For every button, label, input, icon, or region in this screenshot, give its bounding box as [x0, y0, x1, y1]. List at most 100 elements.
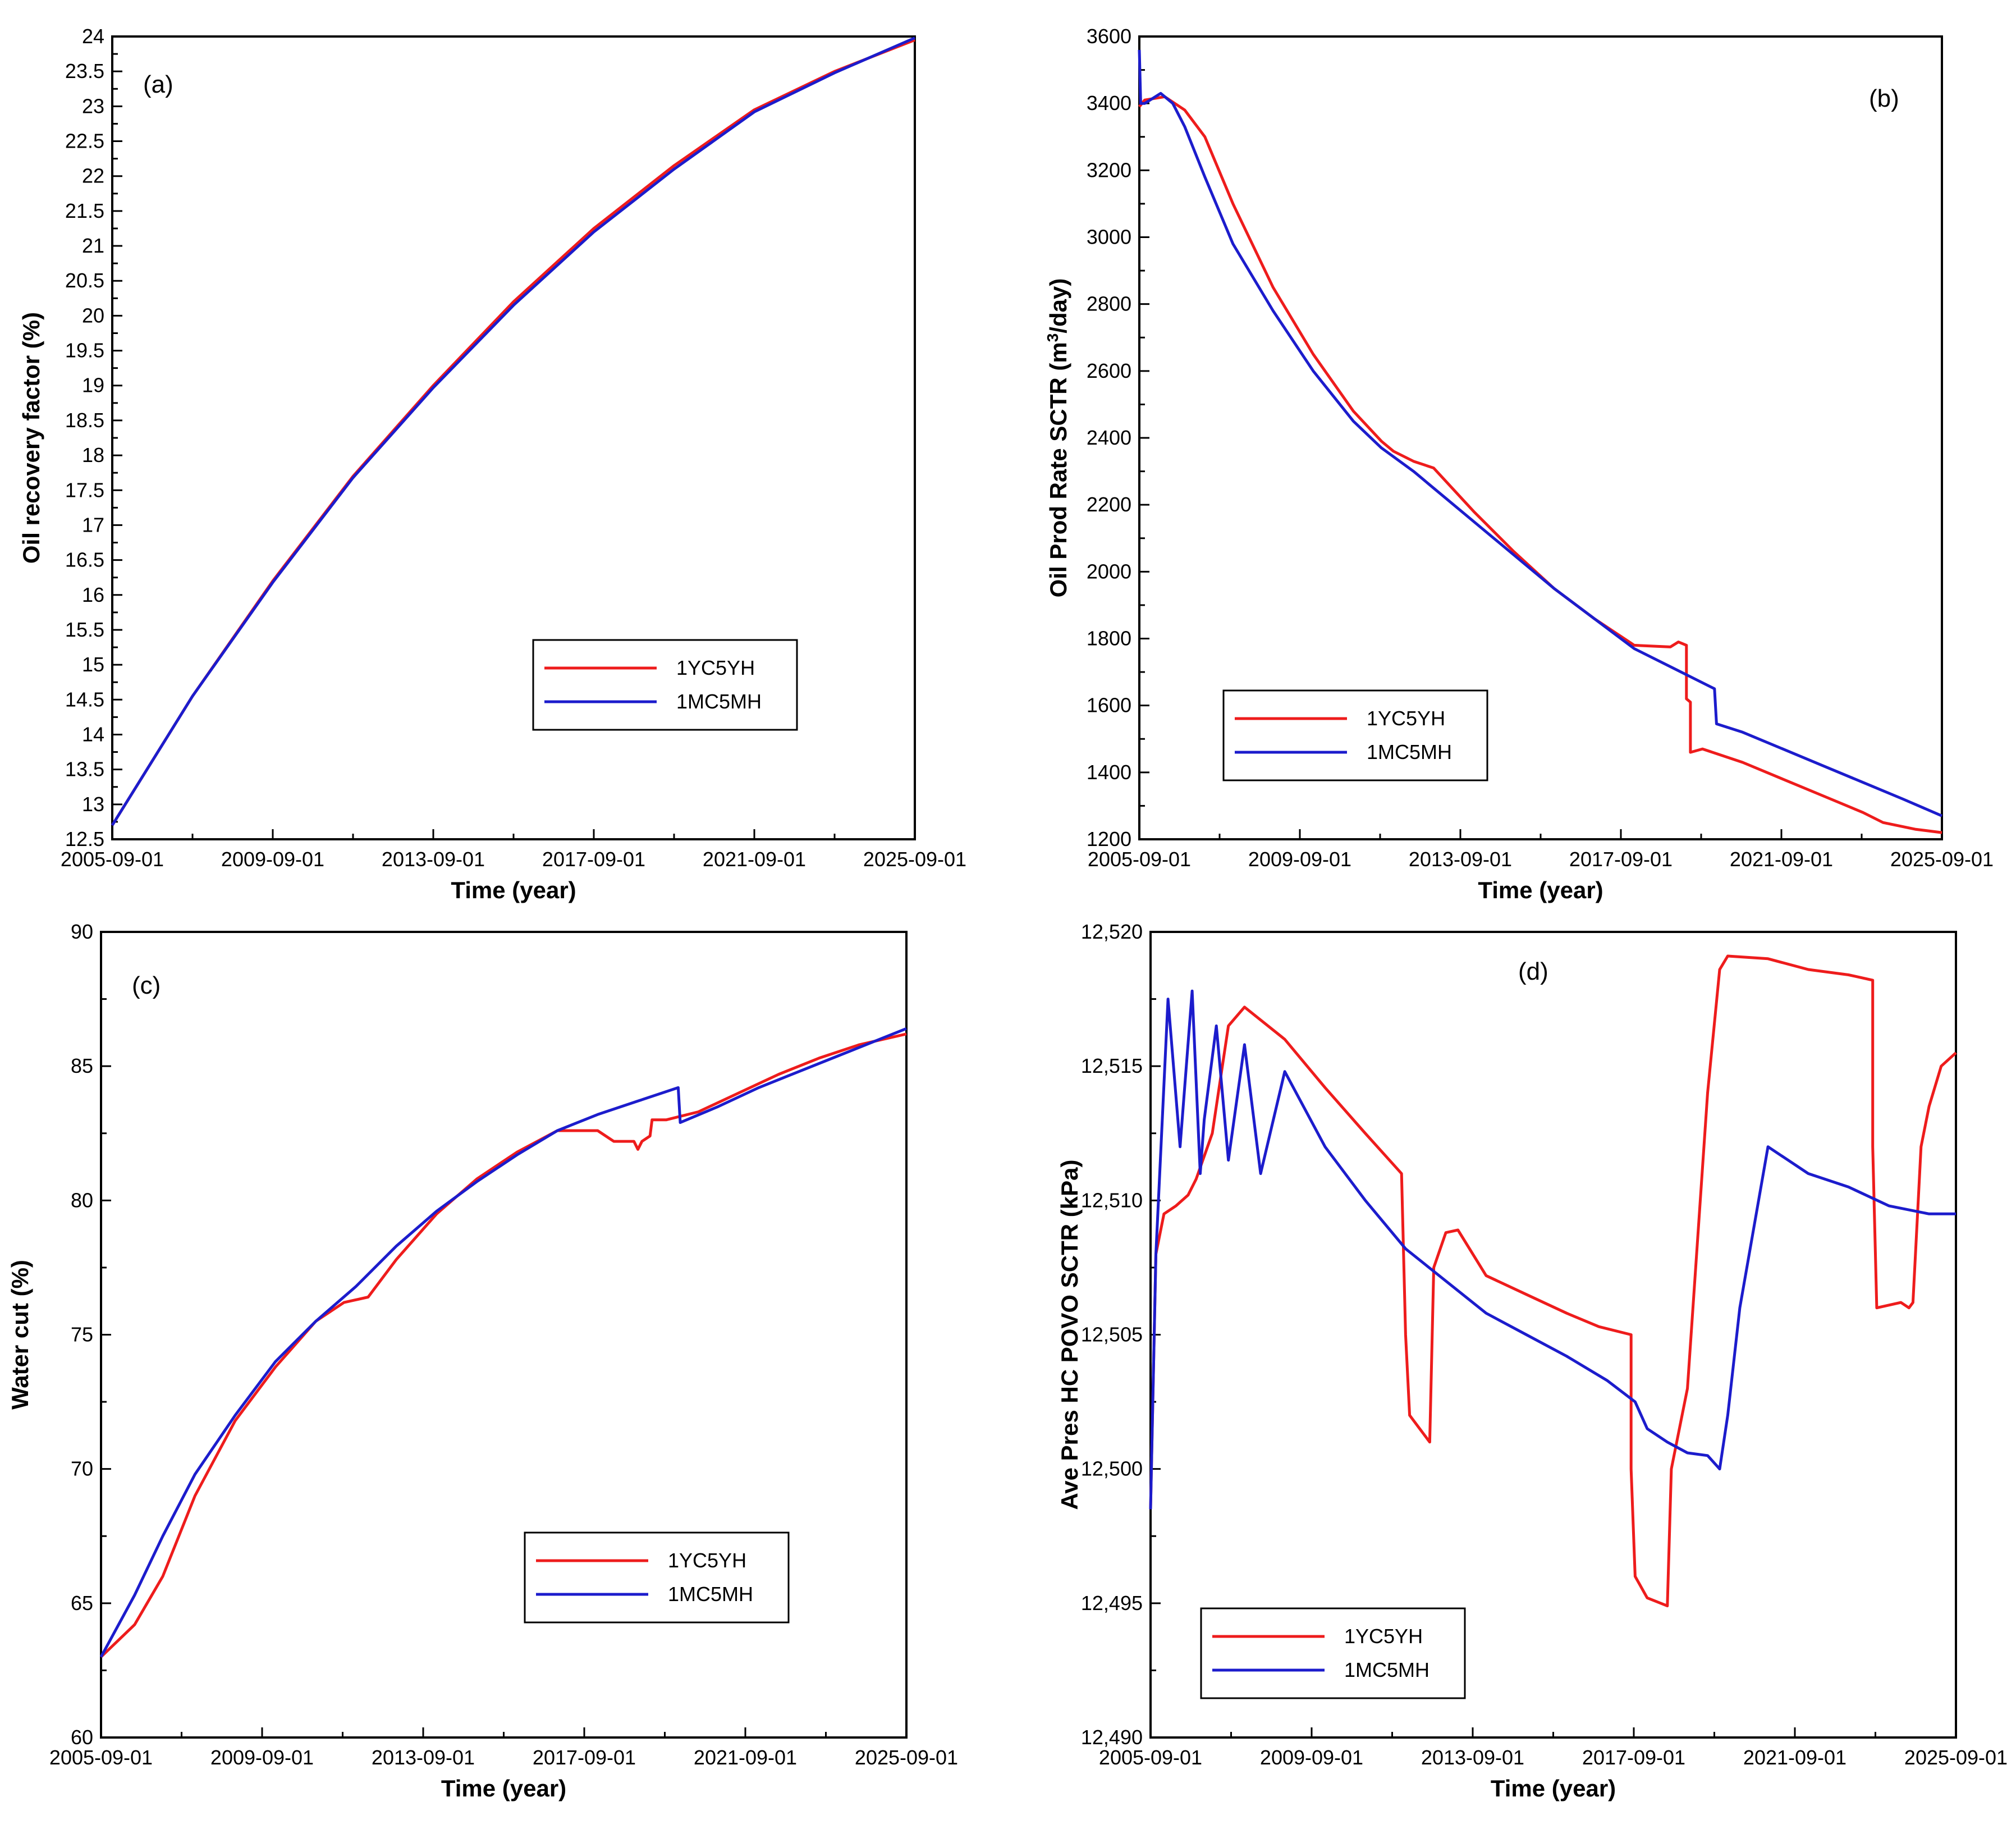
x-tick-label: 2017-09-01	[542, 848, 645, 871]
y-tick-label: 23.5	[65, 60, 104, 83]
y-tick-label: 17.5	[65, 478, 104, 501]
y-tick-label: 24	[82, 25, 104, 48]
y-axis-title: Ave Pres HC POVO SCTR (kPa)	[1056, 1160, 1083, 1510]
legend-box	[1200, 1607, 1466, 1699]
x-tick-label: 2005-09-01	[61, 848, 164, 871]
y-axis-title: Oil recovery factor (%)	[18, 312, 44, 564]
y-tick-label: 22.5	[65, 130, 104, 153]
y-tick-label: 21	[82, 234, 104, 257]
y-tick-label: 12.5	[65, 827, 104, 851]
y-tick-label: 12,490	[1081, 1726, 1143, 1749]
x-tick-label: 2021-09-01	[1743, 1746, 1847, 1769]
legend-label: 1MC5MH	[1344, 1658, 1429, 1681]
y-tick-label: 1600	[1087, 694, 1131, 717]
y-tick-label: 21.5	[65, 199, 104, 222]
y-tick-label: 15	[82, 653, 104, 676]
y-tick-label: 60	[71, 1726, 93, 1749]
y-tick-label: 1400	[1087, 761, 1131, 784]
y-tick-label: 16.5	[65, 548, 104, 571]
y-tick-label: 23	[82, 94, 104, 117]
y-tick-label: 14	[82, 723, 104, 746]
x-tick-label: 2017-09-01	[533, 1746, 636, 1769]
x-tick-label: 2009-09-01	[1260, 1746, 1363, 1769]
y-tick-label: 2600	[1087, 359, 1131, 382]
legend-box	[1222, 689, 1488, 781]
y-tick-label: 18.5	[65, 409, 104, 432]
legend-box	[524, 1531, 790, 1624]
y-tick-label: 20.5	[65, 269, 104, 292]
y-axis-title: Water cut (%)	[7, 1260, 33, 1410]
chart-panel-3: 60 65 70 75 80 85 90 2005-09-01 2009-09-01 2013-0…	[7, 920, 958, 1801]
y-tick-label: 3600	[1087, 25, 1131, 48]
x-tick-label: 2025-09-01	[1904, 1746, 2008, 1769]
y-tick-label: 12,505	[1081, 1323, 1143, 1346]
legend-box	[532, 639, 798, 731]
y-tick-label: 3400	[1087, 92, 1131, 115]
x-tick-label: 2009-09-01	[1248, 848, 1351, 871]
y-tick-label: 80	[71, 1188, 93, 1211]
y-tick-label: 3200	[1087, 158, 1131, 181]
y-tick-label: 75	[71, 1323, 93, 1346]
y-tick-label: 15.5	[65, 618, 104, 641]
y-tick-label: 2000	[1087, 560, 1131, 583]
legend-label: 1YC5YH	[1344, 1625, 1423, 1648]
y-tick-label: 2400	[1087, 426, 1131, 449]
x-tick-label: 2021-09-01	[694, 1746, 797, 1769]
y-tick-label: 12,510	[1081, 1188, 1143, 1211]
x-tick-label: 2013-09-01	[1409, 848, 1512, 871]
y-tick-label: 13	[82, 793, 104, 816]
x-tick-label: 2009-09-01	[210, 1746, 314, 1769]
y-tick-label: 19	[82, 374, 104, 397]
chart-panel-2: 1200 1400 1600 1800 2000 2200 2400 2600 2800 3000…	[1044, 25, 1994, 903]
x-tick-label: 2025-09-01	[855, 1746, 958, 1769]
x-tick-label: 2021-09-01	[1730, 848, 1833, 871]
series-line-1mc5mh	[99, 1027, 907, 1658]
panel-label: (c)	[132, 972, 161, 999]
y-tick-label: 16	[82, 583, 104, 606]
legend-label: 1MC5MH	[1367, 740, 1452, 763]
y-tick-label: 17	[82, 513, 104, 536]
y-tick-label: 19.5	[65, 339, 104, 362]
y-tick-label: 70	[71, 1457, 93, 1480]
panel-label: (a)	[143, 71, 173, 98]
x-tick-label: 2013-09-01	[382, 848, 485, 871]
x-axis-title: Time (year)	[1491, 1775, 1616, 1801]
y-tick-label: 13.5	[65, 758, 104, 781]
panel-label: (b)	[1869, 85, 1899, 112]
y-tick-label: 2800	[1087, 292, 1131, 315]
legend-label: 1YC5YH	[676, 656, 755, 679]
y-tick-label: 14.5	[65, 688, 104, 711]
x-tick-label: 2005-09-01	[1088, 848, 1191, 871]
series-line-1yc5yh	[1149, 954, 1957, 1608]
y-tick-label: 85	[71, 1054, 93, 1077]
x-tick-label: 2005-09-01	[49, 1746, 153, 1769]
y-tick-label: 90	[71, 920, 93, 943]
y-tick-label: 22	[82, 164, 104, 188]
x-tick-label: 2013-09-01	[1421, 1746, 1524, 1769]
y-tick-label: 12,500	[1081, 1457, 1143, 1480]
x-tick-label: 2017-09-01	[1569, 848, 1673, 871]
panel-label: (d)	[1518, 958, 1548, 985]
y-tick-label: 2200	[1087, 493, 1131, 516]
legend-label: 1YC5YH	[1367, 707, 1445, 730]
y-tick-label: 12,520	[1081, 920, 1143, 943]
x-tick-label: 2009-09-01	[221, 848, 324, 871]
x-tick-label: 2025-09-01	[863, 848, 966, 871]
y-tick-label: 1200	[1087, 827, 1131, 851]
x-axis-title: Time (year)	[1478, 877, 1603, 903]
legend-label: 1MC5MH	[668, 1583, 753, 1606]
y-tick-label: 3000	[1087, 226, 1131, 249]
x-tick-label: 2021-09-01	[703, 848, 806, 871]
y-tick-label: 12,495	[1081, 1592, 1143, 1615]
series-line-1mc5mh	[1149, 989, 1956, 1510]
y-tick-label: 12,515	[1081, 1054, 1143, 1077]
x-tick-label: 2017-09-01	[1582, 1746, 1685, 1769]
x-tick-label: 2005-09-01	[1099, 1746, 1202, 1769]
x-tick-label: 2025-09-01	[1890, 848, 1994, 871]
x-axis-title: Time (year)	[451, 877, 576, 903]
series-line-1yc5yh	[100, 1032, 907, 1658]
chart-panel-4: 12,490 12,495 12,500 12,505 12,510 12,515 12,5…	[1056, 920, 2008, 1801]
x-axis-title: Time (year)	[441, 1775, 566, 1801]
